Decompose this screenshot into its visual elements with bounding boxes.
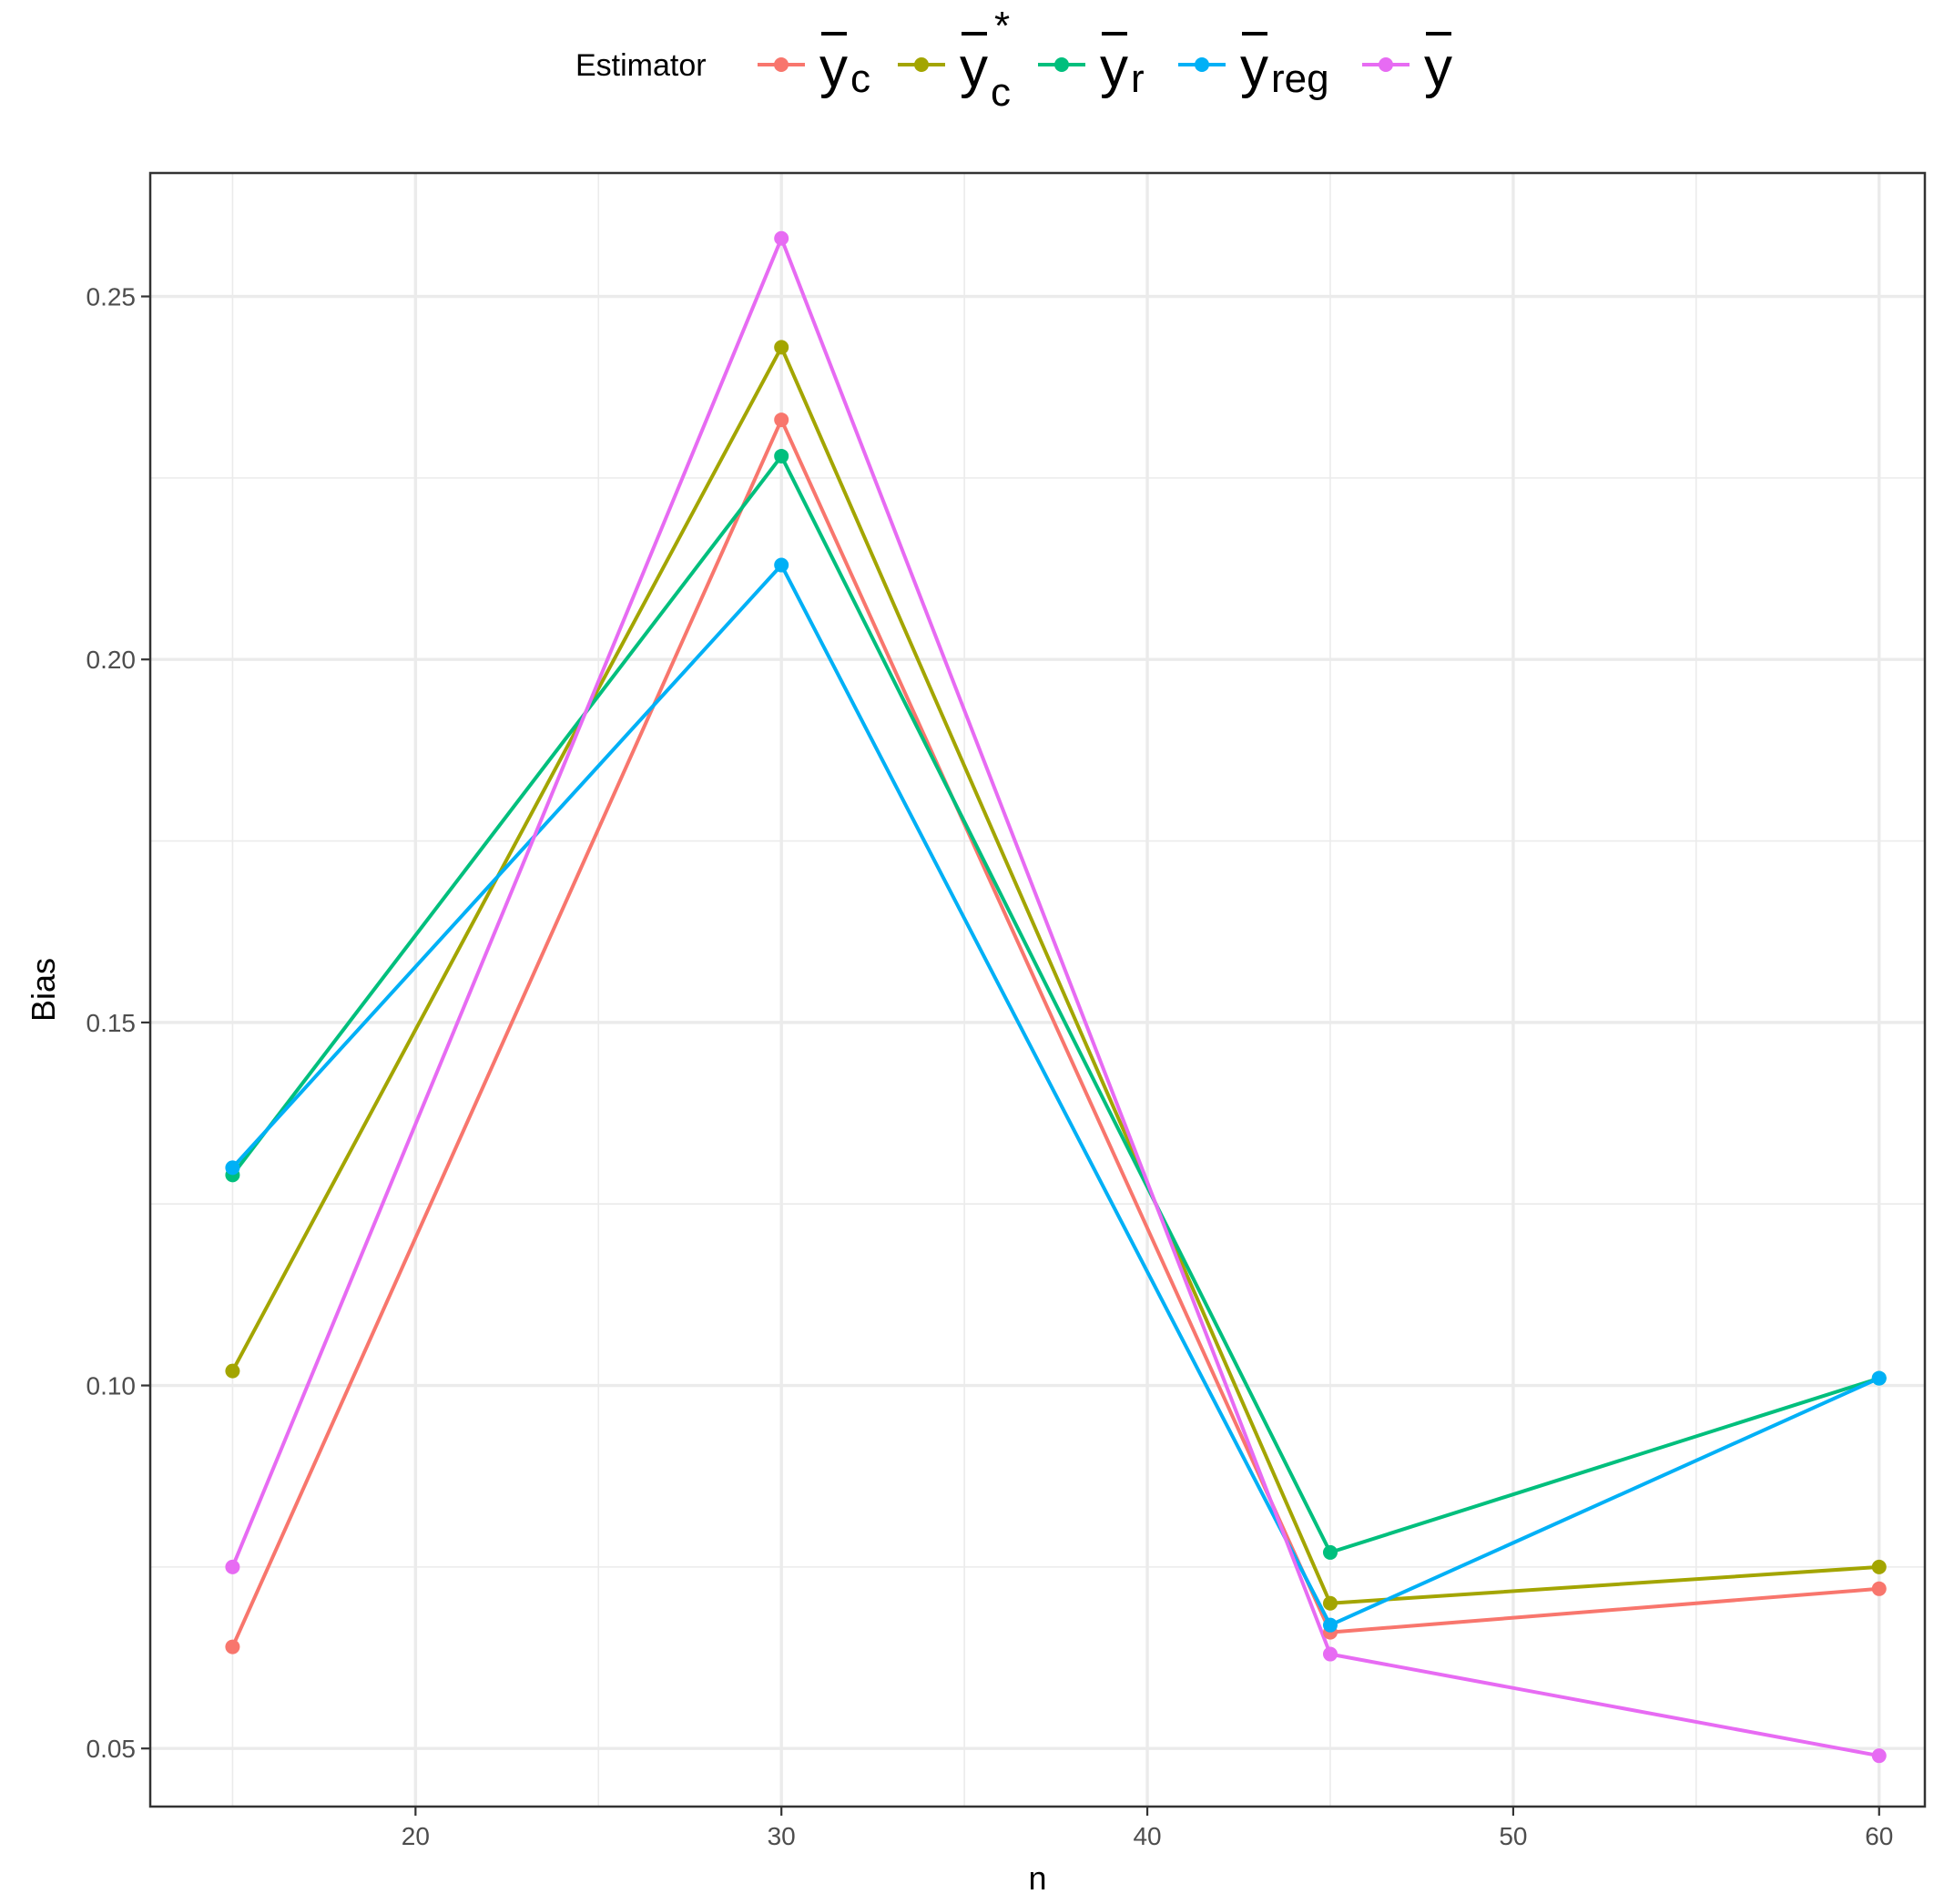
legend-item-1: y* c [898,4,1011,115]
data-point-3-2 [1322,1617,1338,1633]
legend-label-symbol: y [1100,36,1128,99]
data-point-2-1 [774,448,789,463]
data-point-1-2 [1322,1595,1338,1611]
y-tick-label: 0.05 [87,1735,137,1763]
data-point-4-1 [774,230,789,246]
legend-label-sub: c [991,70,1011,115]
legend-label-symbol: y [960,36,988,99]
x-tick-label: 30 [768,1822,796,1850]
legend-label-sub: r [1131,56,1145,101]
legend-key-point [914,57,929,72]
series-line-1 [230,345,1879,1605]
legend-label-symbol: y [1240,36,1268,99]
data-point-1-3 [1871,1559,1887,1574]
legend-label-symbol: y [819,36,848,99]
legend-label-sup: * [994,4,1010,48]
y-tick-label: 0.25 [87,283,137,311]
y-tick-label: 0.15 [87,1009,137,1037]
data-point-0-1 [774,412,789,428]
legend: Estimator y c y*c y r y reg y [575,4,1452,115]
x-tick-label: 60 [1865,1822,1893,1850]
minor-gridlines [150,173,1925,1807]
y-tick-label: 0.10 [87,1372,137,1400]
x-tick-label: 50 [1499,1822,1527,1850]
series-lines [230,236,1880,1758]
data-point-0-3 [1871,1581,1887,1596]
series-line-4 [230,236,1880,1758]
x-axis: 20 30 40 50 60 [402,1807,1893,1850]
data-point-2-2 [1322,1544,1338,1560]
legend-key-point [774,57,789,72]
legend-label-symbol: y [1424,36,1452,99]
y-axis: 0.05 0.10 0.15 0.20 0.25 [87,283,150,1763]
legend-key-point [1054,57,1069,72]
plot-border [148,171,1927,1808]
series-points [225,230,1887,1764]
data-point-4-0 [225,1559,240,1574]
major-gridlines [150,173,1925,1807]
legend-label-sub: reg [1271,56,1329,101]
data-point-3-1 [774,557,789,573]
legend-title: Estimator [575,48,707,83]
legend-label-sub: c [850,56,870,101]
data-point-3-0 [225,1160,240,1176]
data-point-4-3 [1871,1748,1887,1764]
legend-item-4: y [1362,32,1452,99]
plot-panel [148,171,1927,1808]
data-point-0-0 [225,1639,240,1655]
y-tick-label: 0.20 [87,646,137,674]
data-point-1-0 [225,1363,240,1379]
x-axis-title: n [1028,1859,1046,1897]
series-line-2 [230,454,1880,1554]
legend-item-3: y reg [1178,32,1329,101]
data-point-1-1 [774,340,789,355]
y-axis-title: Bias [25,958,62,1022]
data-point-3-3 [1871,1370,1887,1386]
legend-key-point [1379,57,1393,72]
data-point-4-2 [1322,1646,1338,1662]
x-tick-label: 40 [1133,1822,1161,1850]
series-line-0 [230,418,1879,1648]
series-line-3 [230,563,1880,1627]
legend-key-point [1195,57,1209,72]
x-tick-label: 20 [402,1822,430,1850]
